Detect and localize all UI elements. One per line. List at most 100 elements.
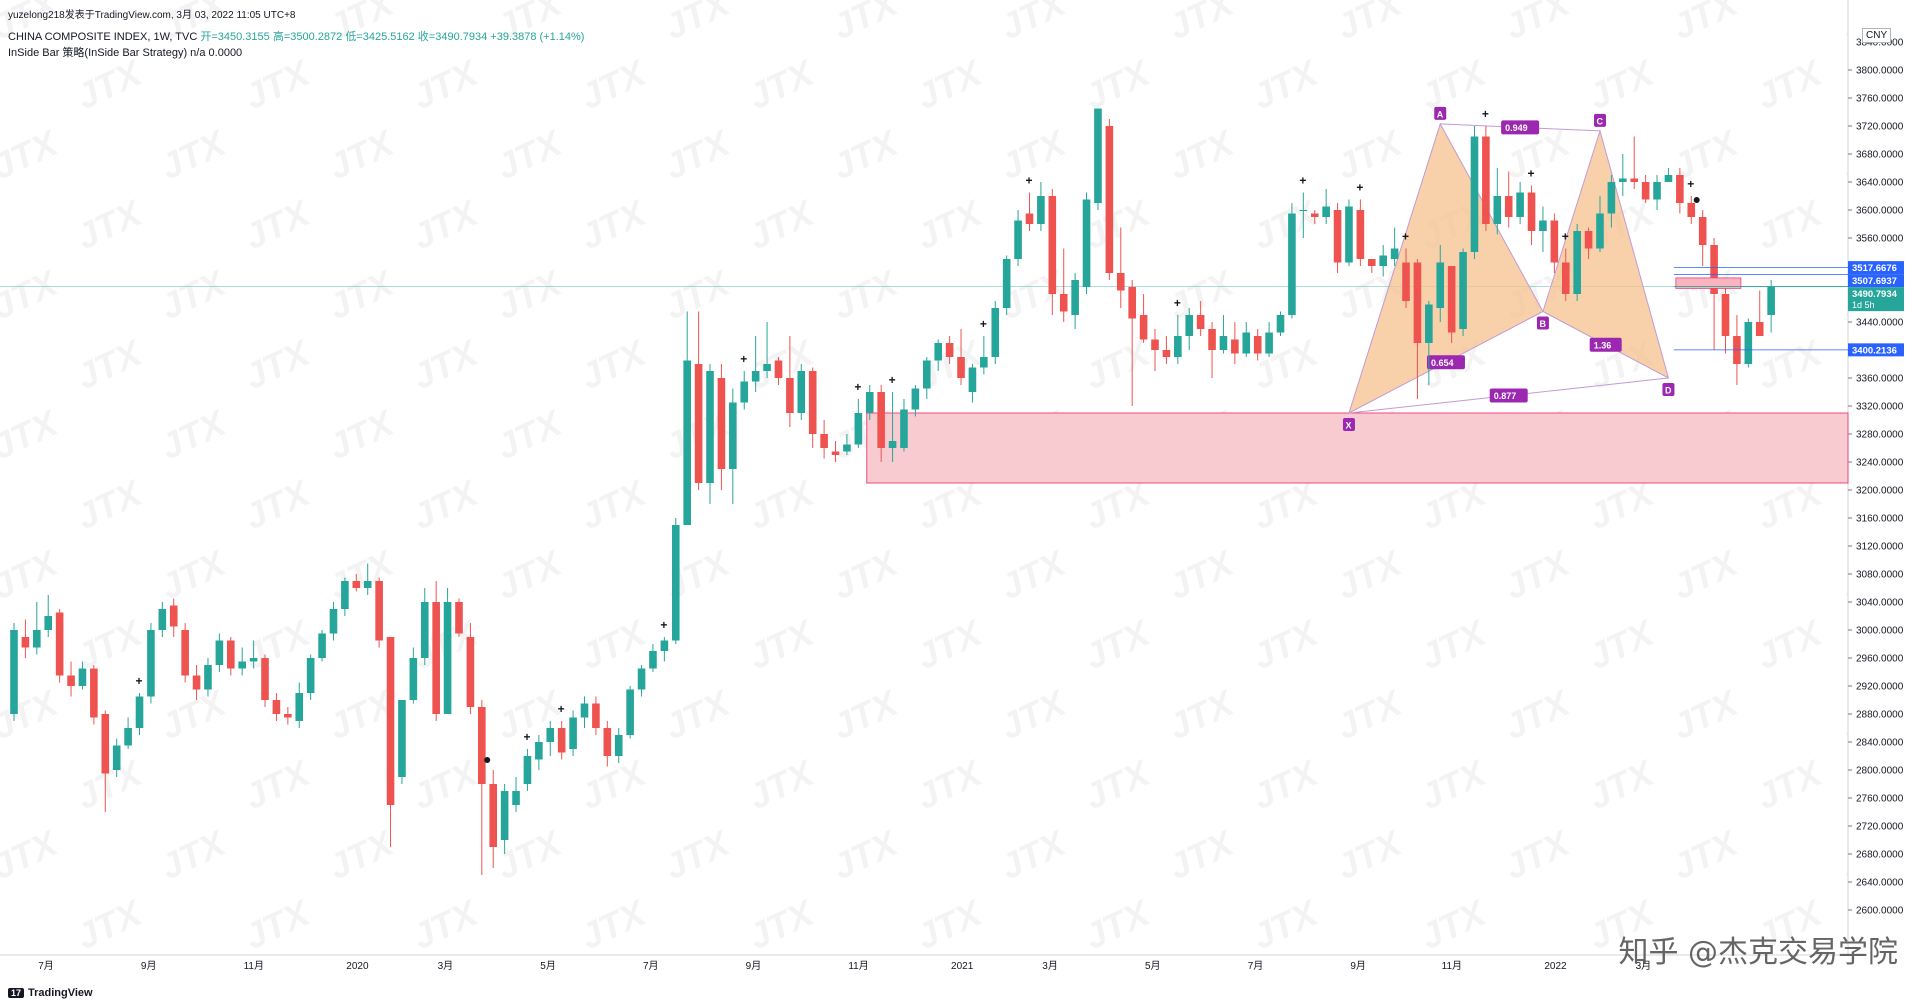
candle-up[interactable] xyxy=(660,640,669,652)
candle-down[interactable] xyxy=(181,630,189,676)
candle-up[interactable] xyxy=(797,371,806,413)
candle-down[interactable] xyxy=(1253,336,1262,354)
candle-up[interactable] xyxy=(740,381,749,403)
candle-up[interactable] xyxy=(637,668,646,690)
candle-up[interactable] xyxy=(1345,206,1353,263)
candle-up[interactable] xyxy=(329,609,338,634)
candle-down[interactable] xyxy=(455,602,463,634)
candle-up[interactable] xyxy=(295,693,304,721)
candle-down[interactable] xyxy=(284,714,292,718)
candle-up[interactable] xyxy=(1082,199,1091,288)
candle-up[interactable] xyxy=(1653,182,1661,200)
candle-up[interactable] xyxy=(523,756,532,784)
candle-up[interactable] xyxy=(843,444,851,452)
candle-down[interactable] xyxy=(1208,329,1216,350)
candle-down[interactable] xyxy=(261,658,269,700)
candle-down[interactable] xyxy=(67,675,75,687)
symbol-title[interactable]: CHINA COMPOSITE INDEX, 1W, TVC xyxy=(8,31,198,43)
candle-up[interactable] xyxy=(751,371,760,382)
candle-up[interactable] xyxy=(1436,262,1445,309)
candle-up[interactable] xyxy=(923,360,931,389)
candle-up[interactable] xyxy=(1185,315,1194,336)
candle-down[interactable] xyxy=(557,728,566,753)
candle-up[interactable] xyxy=(1619,178,1627,183)
candle-down[interactable] xyxy=(1310,213,1319,218)
candle-down[interactable] xyxy=(831,451,840,456)
candle-down[interactable] xyxy=(786,378,794,413)
candle-up[interactable] xyxy=(1539,220,1547,232)
candle-down[interactable] xyxy=(1482,136,1490,225)
candle-up[interactable] xyxy=(1390,248,1399,260)
candle-up[interactable] xyxy=(1094,108,1102,204)
candle-up[interactable] xyxy=(1265,332,1273,354)
candle-up[interactable] xyxy=(991,308,1000,357)
demand-zone[interactable] xyxy=(866,412,1849,484)
candle-up[interactable] xyxy=(341,581,349,609)
candle-up[interactable] xyxy=(671,525,680,641)
candle-up[interactable] xyxy=(1071,280,1079,315)
candle-up[interactable] xyxy=(78,668,87,687)
candle-up[interactable] xyxy=(1014,220,1022,260)
candle-down[interactable] xyxy=(466,637,475,707)
candle-up[interactable] xyxy=(204,665,212,690)
indicator-legend[interactable]: InSide Bar 策略(InSide Bar Strategy) n/a 0… xyxy=(8,47,243,59)
candle-down[interactable] xyxy=(877,392,885,448)
candle-down[interactable] xyxy=(774,360,783,379)
candle-down[interactable] xyxy=(1151,339,1159,351)
candle-up[interactable] xyxy=(649,651,657,669)
candle-down[interactable] xyxy=(1550,220,1559,263)
candle-down[interactable] xyxy=(1105,126,1114,273)
candle-up[interactable] xyxy=(535,742,543,760)
harmonic-pattern[interactable]: X A B C D 0.949 0.654 1.36 0.877 xyxy=(1342,106,1675,431)
candle-up[interactable] xyxy=(1288,213,1296,316)
candle-down[interactable] xyxy=(1367,259,1376,266)
candle-up[interactable] xyxy=(546,728,555,742)
candle-down[interactable] xyxy=(1698,217,1707,245)
candle-up[interactable] xyxy=(112,745,121,771)
candle-down[interactable] xyxy=(694,364,703,483)
candle-down[interactable] xyxy=(592,703,600,729)
candle-up[interactable] xyxy=(1459,252,1467,329)
candle-up[interactable] xyxy=(215,640,224,666)
candle-up[interactable] xyxy=(147,630,155,697)
candle-down[interactable] xyxy=(1139,315,1148,340)
candle-up[interactable] xyxy=(409,658,418,700)
candle-up[interactable] xyxy=(420,602,429,658)
candle-down[interactable] xyxy=(1356,210,1365,259)
candle-down[interactable] xyxy=(489,784,498,847)
candle-up[interactable] xyxy=(729,402,737,470)
candle-down[interactable] xyxy=(352,581,361,588)
candle-up[interactable] xyxy=(443,602,452,714)
candle-down[interactable] xyxy=(945,343,954,357)
candle-down[interactable] xyxy=(1584,231,1593,249)
candle-down[interactable] xyxy=(386,637,395,805)
candle-down[interactable] xyxy=(1527,192,1536,232)
candle-down[interactable] xyxy=(1755,322,1764,336)
candle-down[interactable] xyxy=(1504,196,1513,217)
candle-up[interactable] xyxy=(614,735,623,756)
candle-up[interactable] xyxy=(1664,175,1673,182)
candle-up[interactable] xyxy=(1002,259,1011,308)
candle-down[interactable] xyxy=(1630,178,1639,183)
candle-down[interactable] xyxy=(1116,273,1125,291)
candle-up[interactable] xyxy=(888,441,897,448)
candle-up[interactable] xyxy=(911,388,920,410)
candle-up[interactable] xyxy=(1425,304,1433,344)
candle-down[interactable] xyxy=(1128,287,1136,319)
candle-up[interactable] xyxy=(706,371,714,483)
candle-up[interactable] xyxy=(1037,196,1045,224)
candle-up[interactable] xyxy=(1299,210,1308,211)
candles[interactable] xyxy=(10,108,1775,876)
candle-up[interactable] xyxy=(306,658,315,693)
candle-down[interactable] xyxy=(272,700,281,714)
candle-down[interactable] xyxy=(375,581,383,641)
candle-up[interactable] xyxy=(238,661,246,669)
candle-up[interactable] xyxy=(865,392,874,413)
price-level-badge[interactable] xyxy=(1848,287,1904,312)
candle-up[interactable] xyxy=(1607,182,1616,214)
inside-bar-box[interactable] xyxy=(1675,277,1742,289)
candle-down[interactable] xyxy=(1447,266,1456,333)
candle-down[interactable] xyxy=(1402,262,1410,302)
currency-label[interactable]: CNY xyxy=(1862,28,1892,43)
